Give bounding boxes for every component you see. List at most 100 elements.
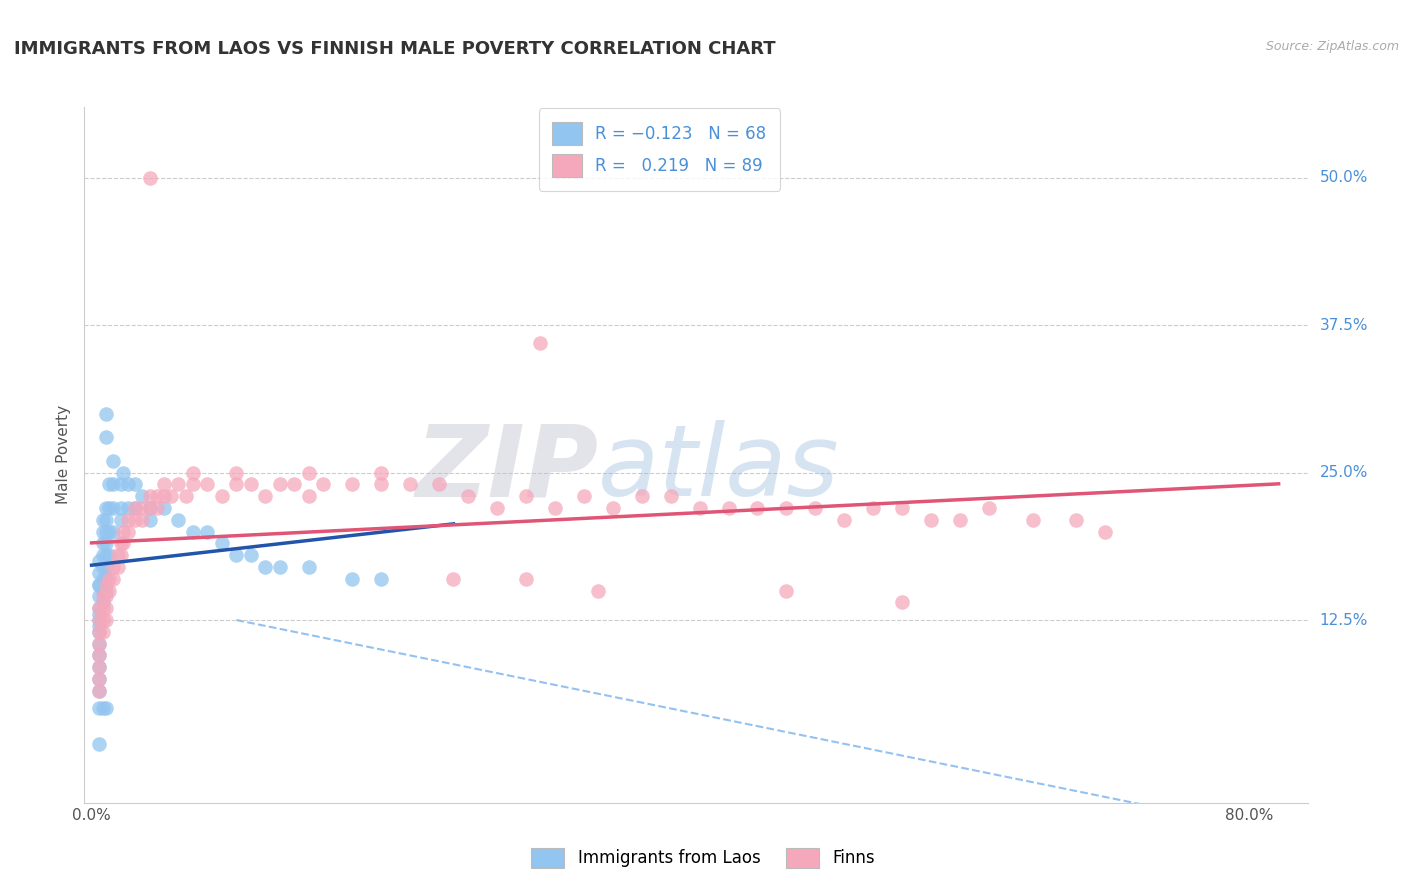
Point [91, 590, 114, 604]
Point [103, 500, 125, 515]
Point [891, 595, 914, 609]
Point [94, 701, 117, 715]
Point [862, 500, 884, 515]
Point [98, 548, 121, 562]
Point [775, 500, 797, 515]
Point [197, 477, 219, 491]
Point [91, 624, 114, 639]
Point [920, 513, 942, 527]
Point [283, 477, 305, 491]
Point [94, 500, 117, 515]
Point [87, 672, 110, 686]
Point [110, 548, 132, 562]
Point [225, 477, 247, 491]
Point [457, 489, 479, 503]
Point [211, 489, 233, 503]
Point [834, 513, 856, 527]
Point [117, 500, 139, 515]
Point [153, 489, 176, 503]
Point [112, 524, 135, 539]
Point [94, 536, 117, 550]
Point [747, 500, 769, 515]
Point [588, 583, 610, 598]
Point [94, 548, 117, 562]
Point [87, 619, 110, 633]
Legend: Immigrants from Laos, Finns: Immigrants from Laos, Finns [524, 841, 882, 875]
Legend: R = −0.123   N = 68, R =   0.219   N = 89: R = −0.123 N = 68, R = 0.219 N = 89 [538, 109, 780, 191]
Point [94, 601, 117, 615]
Point [98, 500, 121, 515]
Point [167, 477, 190, 491]
Point [138, 513, 160, 527]
Point [630, 489, 652, 503]
Point [87, 737, 110, 751]
Point [689, 500, 711, 515]
Point [572, 489, 595, 503]
Point [94, 613, 117, 627]
Text: 50.0%: 50.0% [1320, 170, 1368, 186]
Point [94, 583, 117, 598]
Point [87, 601, 110, 615]
Point [370, 477, 392, 491]
Point [239, 548, 262, 562]
Point [145, 500, 167, 515]
Point [112, 466, 135, 480]
Point [94, 407, 117, 421]
Point [717, 500, 740, 515]
Point [87, 566, 110, 580]
Point [544, 500, 567, 515]
Point [87, 577, 110, 591]
Point [87, 660, 110, 674]
Point [112, 536, 135, 550]
Point [98, 524, 121, 539]
Point [98, 477, 121, 491]
Point [1094, 524, 1116, 539]
Text: 25.0%: 25.0% [1320, 465, 1368, 480]
Text: 37.5%: 37.5% [1320, 318, 1368, 333]
Point [87, 637, 110, 651]
Point [117, 524, 139, 539]
Point [98, 583, 121, 598]
Point [103, 477, 125, 491]
Point [87, 637, 110, 651]
Point [124, 500, 146, 515]
Text: Source: ZipAtlas.com: Source: ZipAtlas.com [1265, 40, 1399, 54]
Point [91, 548, 114, 562]
Point [443, 572, 465, 586]
Point [91, 701, 114, 715]
Point [181, 466, 204, 480]
Point [775, 583, 797, 598]
Point [298, 560, 321, 574]
Point [87, 701, 110, 715]
Point [87, 590, 110, 604]
Point [110, 513, 132, 527]
Point [94, 572, 117, 586]
Point [87, 624, 110, 639]
Point [1021, 513, 1043, 527]
Point [107, 548, 129, 562]
Point [94, 513, 117, 527]
Point [110, 536, 132, 550]
Point [87, 613, 110, 627]
Point [254, 560, 277, 574]
Text: atlas: atlas [598, 420, 839, 517]
Point [153, 500, 176, 515]
Point [91, 601, 114, 615]
Point [269, 477, 291, 491]
Point [103, 572, 125, 586]
Point [312, 477, 335, 491]
Point [87, 554, 110, 568]
Point [529, 335, 551, 350]
Point [103, 454, 125, 468]
Point [174, 489, 197, 503]
Point [87, 577, 110, 591]
Point [340, 572, 363, 586]
Point [124, 477, 146, 491]
Point [91, 613, 114, 627]
Point [949, 513, 972, 527]
Point [181, 524, 204, 539]
Point [87, 607, 110, 621]
Point [254, 489, 277, 503]
Point [977, 500, 1000, 515]
Point [87, 648, 110, 663]
